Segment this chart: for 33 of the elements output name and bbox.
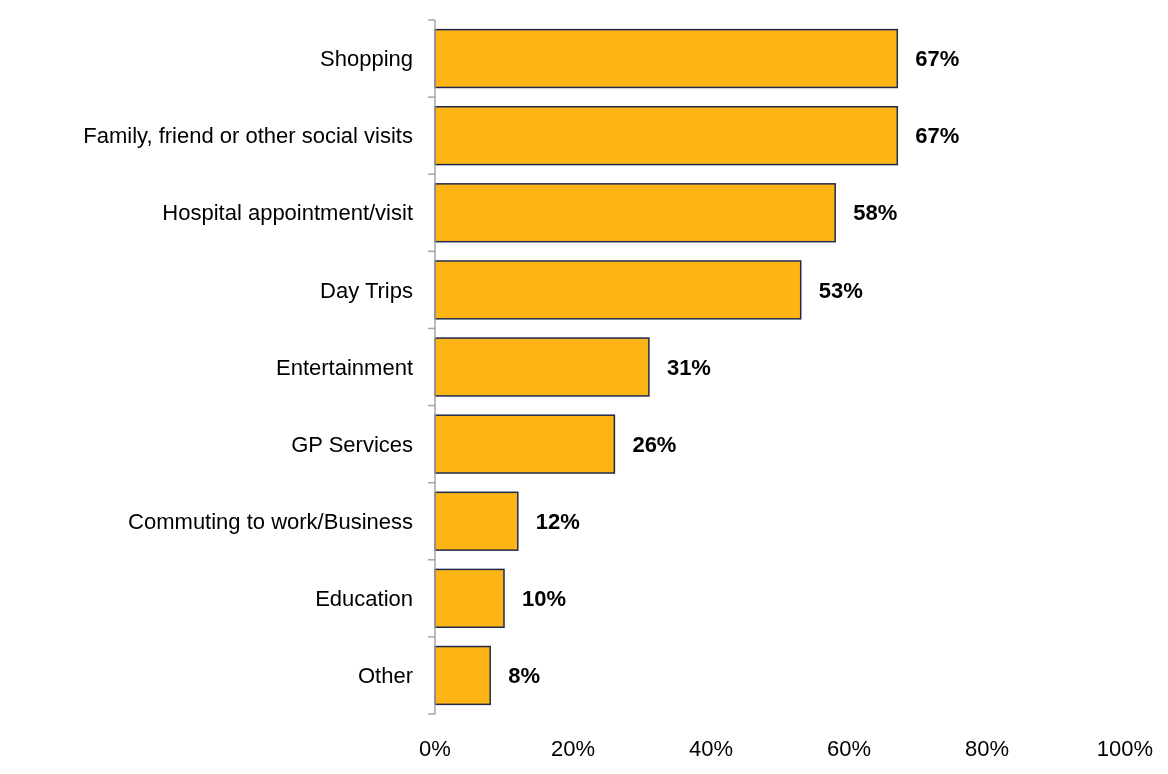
bar [434, 106, 899, 166]
bar [434, 337, 650, 397]
y-tick-label: Shopping [320, 46, 413, 72]
y-tick-label: Family, friend or other social visits [83, 123, 413, 149]
y-tick-label: Day Trips [320, 277, 413, 303]
bar [434, 28, 899, 89]
bar [434, 568, 505, 628]
x-tick-label: 100% [1096, 736, 1154, 761]
data-label: 12% [535, 508, 580, 534]
y-tick-label: Other [357, 663, 413, 689]
y-tick-label: GP Services [291, 431, 413, 457]
data-label: 31% [666, 354, 711, 380]
y-tick-label: Entertainment [276, 354, 413, 380]
x-tick-label: 80% [964, 736, 1010, 761]
bar [434, 414, 616, 474]
bar [434, 260, 802, 320]
x-tick-label: 0% [419, 736, 451, 761]
bar [434, 491, 519, 551]
data-label: 26% [632, 431, 677, 457]
data-label: 10% [522, 586, 567, 612]
x-tick-label: 60% [826, 736, 872, 761]
data-label: 53% [818, 277, 863, 303]
x-tick-label: 40% [688, 736, 734, 761]
x-tick-label: 20% [550, 736, 596, 761]
y-tick-label: Commuting to work/Business [128, 508, 413, 534]
bar [434, 645, 491, 706]
y-tick-label: Education [315, 586, 413, 612]
y-tick-label: Hospital appointment/visit [162, 200, 413, 226]
data-label: 8% [508, 663, 540, 689]
data-label: 67% [915, 46, 960, 72]
data-label: 67% [915, 123, 960, 149]
data-label: 58% [853, 200, 898, 226]
bar [434, 183, 836, 243]
